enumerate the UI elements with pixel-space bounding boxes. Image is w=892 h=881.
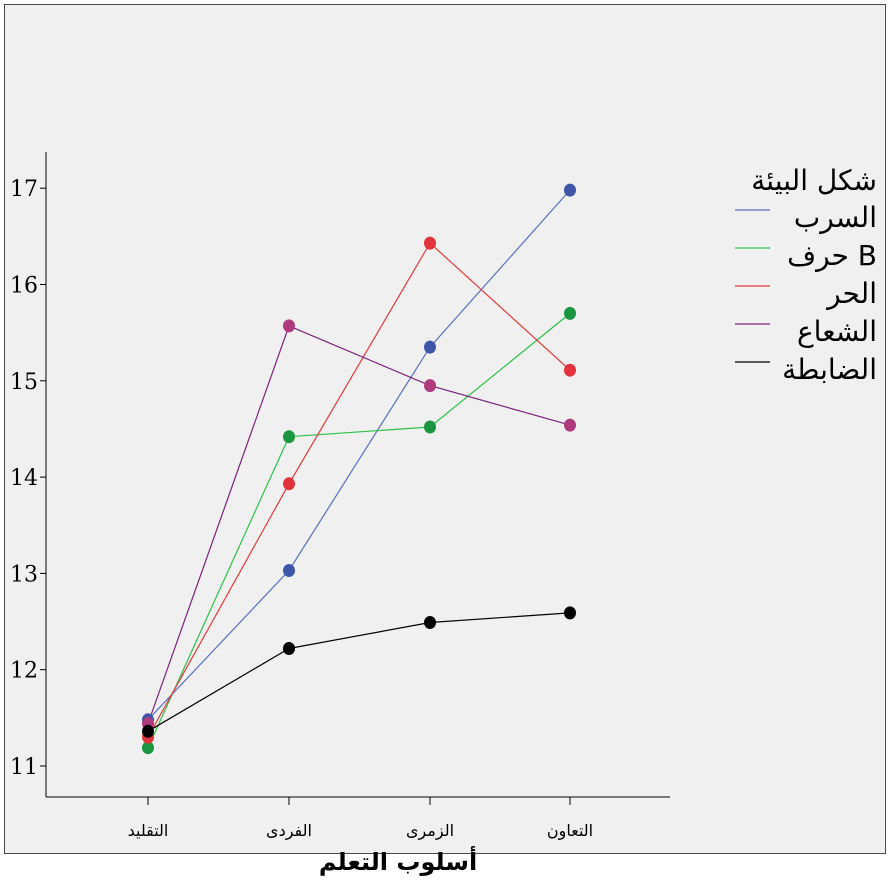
x-tick-label: التقليد [128,821,169,840]
data-point [424,379,436,393]
series-lines [142,183,576,755]
data-point [424,236,436,250]
y-tick-label: 15 [10,370,38,395]
y-tick-label: 11 [10,755,38,780]
legend-label: الشعاع [797,315,877,348]
series-line [147,325,571,724]
data-point [283,477,295,491]
y-tick-label: 16 [10,274,38,299]
data-point [564,183,576,197]
x-tick-label: الفردى [266,821,312,841]
legend-label: الضابطة [782,353,877,386]
y-tick-label: 12 [10,659,38,684]
legend-label: الحر [825,277,877,310]
series-line [147,189,571,721]
data-point [142,724,154,738]
y-tick-label: 14 [10,466,38,491]
data-point [424,420,436,434]
series-line [147,312,571,748]
y-tick-label: 17 [10,177,38,202]
x-tick-label: الزمرى [406,821,454,841]
data-point [564,363,576,377]
data-point [424,340,436,354]
legend-title: شكل البيئة [751,164,877,197]
legend-label: السرب [794,201,877,234]
series-line [147,612,571,732]
series-line [147,242,571,738]
data-point [564,306,576,320]
x-tick-label: التعاون [547,821,593,841]
data-point [564,606,576,620]
tick-labels: 11 12 13 14 15 16 17 التقليد الفردى الزمرى التعاون [10,177,593,841]
data-point [283,430,295,444]
x-axis-title: أسلوب التعلم [319,846,477,876]
legend: شكل البيئة السرب حرف B الحر الشعاع الضابطة [735,164,877,386]
data-point [424,616,436,629]
data-point [283,564,295,577]
data-point [142,741,154,755]
chart-frame [4,4,886,854]
y-tick-label: 13 [10,562,38,587]
axes [45,152,670,798]
data-point [564,418,576,432]
data-point [283,319,295,333]
data-point [283,642,295,655]
legend-label: حرف B [787,239,877,272]
